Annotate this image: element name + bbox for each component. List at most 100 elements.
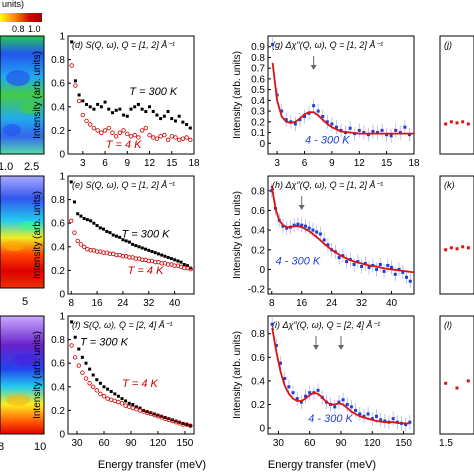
colorbar-tick-0: 0.8 xyxy=(12,24,25,34)
data-point xyxy=(99,130,104,135)
data-point xyxy=(154,136,160,141)
data-point xyxy=(285,226,289,230)
data-point xyxy=(125,114,129,118)
data-point xyxy=(76,363,81,368)
data-point xyxy=(70,320,74,324)
data-point xyxy=(69,343,74,348)
data-point xyxy=(405,275,409,279)
ytick-label: 0.2 xyxy=(251,400,265,411)
panel-g: 00.10.20.30.40.50.60.70.80.9 3 6 9 12 15 18 Int… xyxy=(232,35,420,169)
series-label: T = 300 K xyxy=(80,337,129,349)
data-point xyxy=(455,386,459,390)
data-point xyxy=(131,403,135,406)
xtick-label: 24 xyxy=(117,298,129,309)
ytick-label: 0.2 xyxy=(51,406,65,417)
heatmap-bottom-image xyxy=(0,315,45,435)
panel-annotation: (e) S(Q, ω), Q = [1, 2] Å⁻¹ xyxy=(72,180,175,190)
data-point xyxy=(383,419,387,423)
data-point xyxy=(289,120,293,124)
data-point xyxy=(287,385,291,389)
peak-arrow-head xyxy=(298,205,305,210)
data-point xyxy=(72,200,76,204)
data-point xyxy=(153,251,157,255)
data-point xyxy=(162,132,167,138)
data-point xyxy=(163,415,167,419)
data-point xyxy=(378,263,382,266)
data-point xyxy=(169,257,173,261)
data-point xyxy=(173,119,177,123)
ylabel: Intensity (arb. units) xyxy=(232,51,243,139)
data-point xyxy=(134,405,138,409)
data-point xyxy=(444,381,448,385)
data-point xyxy=(85,218,89,222)
xtick-label: 60 xyxy=(304,438,316,449)
data-point xyxy=(385,133,389,137)
data-point xyxy=(147,248,151,252)
data-point xyxy=(143,125,149,131)
data-point xyxy=(363,262,367,266)
data-point xyxy=(130,405,135,411)
xtick-label: 3 xyxy=(274,158,280,169)
data-point xyxy=(394,128,398,132)
data-point xyxy=(105,396,110,401)
xtick-label: 24 xyxy=(326,298,338,309)
ytick-label: 0.8 xyxy=(251,186,265,197)
xtick-label: 90 xyxy=(125,438,137,449)
data-point xyxy=(461,120,465,124)
series-label: T = 4 K xyxy=(122,378,158,390)
data-point xyxy=(129,107,133,111)
data-point xyxy=(125,131,130,137)
data-point xyxy=(131,242,135,246)
data-point xyxy=(106,387,110,391)
data-point xyxy=(132,132,137,138)
data-point xyxy=(295,397,299,401)
data-point xyxy=(85,102,89,106)
xtick-label: 30 xyxy=(71,438,83,449)
ytick-label: 0 xyxy=(259,265,265,276)
data-point xyxy=(333,405,337,409)
data-point xyxy=(390,265,394,269)
data-point xyxy=(370,417,374,421)
panel-k-frame xyxy=(439,175,474,295)
ytick-label: 0.1 xyxy=(251,128,265,139)
data-point xyxy=(80,370,85,375)
data-point xyxy=(75,238,80,244)
ytick-label: 0.4 xyxy=(251,376,265,387)
data-point xyxy=(102,385,106,389)
data-point xyxy=(155,113,159,117)
data-point xyxy=(461,245,465,249)
data-point xyxy=(113,392,117,396)
data-point xyxy=(380,128,384,132)
data-point xyxy=(70,40,74,44)
data-point xyxy=(124,239,128,243)
data-point xyxy=(358,412,362,416)
xtick-label: 1.5 xyxy=(439,438,453,449)
data-point xyxy=(72,230,77,235)
data-point xyxy=(349,405,353,409)
data-point xyxy=(163,254,167,258)
ylabel: Intensity (arb. units) xyxy=(232,331,243,419)
data-point xyxy=(339,128,343,132)
data-point xyxy=(188,423,193,428)
ytick-label: 1 xyxy=(59,312,65,323)
data-point xyxy=(354,408,358,412)
xtick-label: 15 xyxy=(166,158,178,169)
data-point xyxy=(367,265,371,269)
data-point xyxy=(337,400,341,404)
data-point xyxy=(173,258,177,262)
data-point xyxy=(114,108,118,112)
series-label: T = 300 K xyxy=(129,86,178,98)
panel-f-frame xyxy=(67,315,195,435)
data-point xyxy=(69,218,74,224)
ylabel: Intensity (arb. units) xyxy=(232,191,243,279)
data-point xyxy=(69,180,73,184)
heatmap-bottom: 8 10 xyxy=(0,315,46,453)
data-point xyxy=(393,272,397,276)
data-point xyxy=(96,102,100,106)
ytick-label: 0.8 xyxy=(51,335,65,346)
data-point xyxy=(92,221,96,225)
fit-line xyxy=(270,185,415,274)
data-point xyxy=(455,247,459,251)
heatmap-middle-image xyxy=(0,175,45,289)
data-point xyxy=(80,355,84,359)
